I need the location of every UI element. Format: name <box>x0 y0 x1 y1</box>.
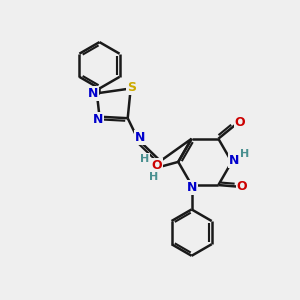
Text: H: H <box>241 149 250 160</box>
Text: N: N <box>186 181 197 194</box>
Text: H: H <box>149 172 158 182</box>
Text: N: N <box>93 112 103 126</box>
Text: H: H <box>140 154 150 164</box>
Text: S: S <box>127 81 136 94</box>
Text: O: O <box>235 116 245 130</box>
Text: N: N <box>229 154 239 167</box>
Text: N: N <box>135 131 146 144</box>
Text: O: O <box>237 180 248 193</box>
Text: N: N <box>87 87 98 100</box>
Text: O: O <box>151 159 162 172</box>
